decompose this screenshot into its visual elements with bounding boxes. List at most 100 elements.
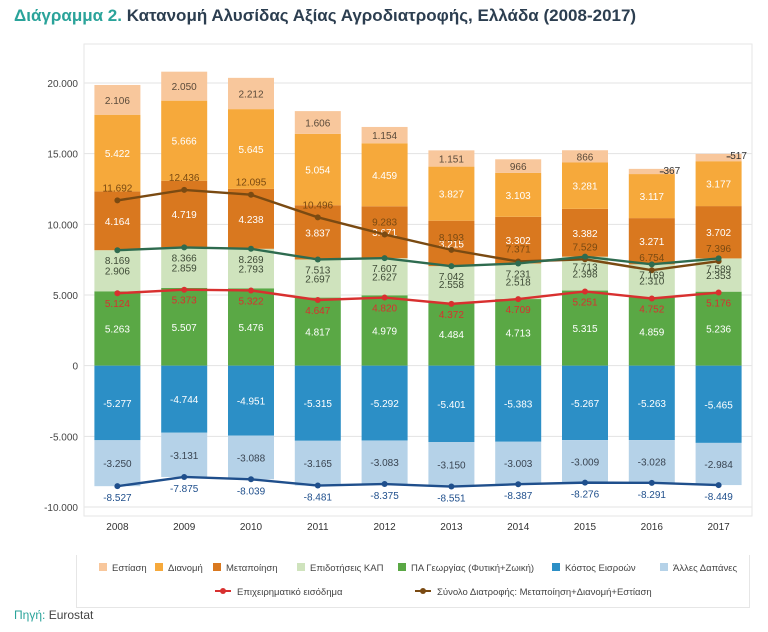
bar-segment xyxy=(495,299,542,366)
data-label: -5.292 xyxy=(370,399,399,410)
line-data-label: 7.396 xyxy=(706,244,731,255)
line-point xyxy=(715,289,722,296)
bar-segment xyxy=(294,133,341,206)
data-label: 4.719 xyxy=(172,210,197,221)
data-label: 966 xyxy=(510,162,527,173)
line-point xyxy=(114,290,121,297)
bar-segment xyxy=(161,71,208,101)
bar-segment xyxy=(94,365,141,441)
bar-segment xyxy=(161,365,208,433)
legend-swatch xyxy=(213,563,221,571)
line-point xyxy=(248,191,254,198)
data-label: -3.028 xyxy=(638,457,667,468)
line-point xyxy=(314,296,321,303)
bar-segment xyxy=(161,432,208,477)
line-point xyxy=(648,267,655,274)
line-data-label: 8.366 xyxy=(172,253,197,264)
line-data-label: 7.513 xyxy=(305,265,330,276)
data-label: -5.267 xyxy=(571,399,600,410)
line-data-label: 5.124 xyxy=(105,299,130,310)
y-tick-label: 5.000 xyxy=(53,291,78,302)
bar-segment xyxy=(361,143,408,207)
line-data-label: 4.647 xyxy=(305,306,330,317)
line-data-label: 8.169 xyxy=(105,256,130,267)
data-label: 5.666 xyxy=(172,137,197,148)
line-point xyxy=(181,186,188,193)
data-label: 2.906 xyxy=(105,267,130,278)
y-tick-label: 10.000 xyxy=(47,220,78,231)
legend-label: Διανομή xyxy=(168,563,203,574)
bar-segment xyxy=(628,174,675,219)
line-data-label: 8.269 xyxy=(238,255,263,266)
data-label: 3.103 xyxy=(506,191,531,202)
y-tick-label: 0 xyxy=(72,362,78,373)
line-point xyxy=(181,473,188,480)
bar-segment xyxy=(228,109,274,189)
data-label: 2.627 xyxy=(372,273,397,284)
line-data-label: 7.042 xyxy=(439,272,464,283)
bar-segment xyxy=(562,208,608,257)
line-data-label: 7.371 xyxy=(506,244,531,255)
line-point xyxy=(582,479,588,486)
bar-segment xyxy=(294,205,341,260)
data-label: 3.281 xyxy=(572,182,597,193)
line-point xyxy=(114,247,121,254)
bar-segment xyxy=(361,365,408,441)
data-label: 2.518 xyxy=(506,277,531,288)
bar-segment xyxy=(495,365,542,442)
chart-title-text: Κατανομή Αλυσίδας Αξίας Αγροδιατροφής, Ε… xyxy=(126,6,637,25)
line-data-label: 10.496 xyxy=(303,200,334,211)
line-data-label: 8.193 xyxy=(439,233,464,244)
bar-segment xyxy=(94,250,141,292)
bar-segment xyxy=(562,365,608,441)
bar-segment xyxy=(161,247,208,288)
data-label: 3.837 xyxy=(305,228,330,239)
bar-segment xyxy=(428,266,475,303)
legend-frame xyxy=(76,555,750,608)
bar-segment xyxy=(628,440,675,483)
legend-swatch xyxy=(297,563,305,571)
line-data-label: 7.231 xyxy=(506,269,531,280)
data-label: 4.459 xyxy=(372,171,397,182)
legend-swatch xyxy=(398,563,406,571)
bar-segment xyxy=(294,297,341,366)
data-label: 866 xyxy=(577,152,594,163)
y-tick-label: 15.000 xyxy=(47,150,78,161)
line-point xyxy=(515,481,522,488)
bar-segment xyxy=(94,84,141,115)
data-label: -5.315 xyxy=(304,399,333,410)
data-label: 3.117 xyxy=(640,192,665,203)
line-data-label: -8.375 xyxy=(370,491,399,502)
bar-segment xyxy=(361,126,408,144)
data-label: 2.050 xyxy=(172,82,197,93)
line-point xyxy=(515,296,522,303)
x-tick-label: 2015 xyxy=(574,522,597,533)
line-data-label: 7.713 xyxy=(572,263,597,274)
bar-segment xyxy=(161,287,208,366)
line-data-label: 5.373 xyxy=(172,296,197,307)
series-line xyxy=(117,475,719,488)
data-label: -5.277 xyxy=(103,399,132,410)
line-point xyxy=(314,214,321,221)
line-point xyxy=(648,295,655,302)
data-label: -3.150 xyxy=(437,460,466,471)
data-label: -2.984 xyxy=(704,460,733,471)
data-label: -3.165 xyxy=(304,459,333,470)
data-label: 3.177 xyxy=(706,180,731,191)
legend-label: Επιδοτήσεις ΚΑΠ xyxy=(310,563,384,574)
data-label: 3.702 xyxy=(706,228,731,239)
data-label: 3.827 xyxy=(439,190,464,201)
source-label: Πηγή: xyxy=(14,608,46,622)
legend-swatch xyxy=(99,563,107,571)
bar-segment xyxy=(228,248,274,289)
bar-segment xyxy=(94,291,141,366)
bar-segment xyxy=(495,263,542,300)
data-label: -3.131 xyxy=(170,451,199,462)
data-label: -3.083 xyxy=(370,458,399,469)
line-point xyxy=(515,260,522,267)
data-label: 4.484 xyxy=(439,330,464,341)
data-label: 5.315 xyxy=(572,324,597,335)
bar-segment xyxy=(695,291,742,366)
data-label: 4.979 xyxy=(372,326,397,337)
